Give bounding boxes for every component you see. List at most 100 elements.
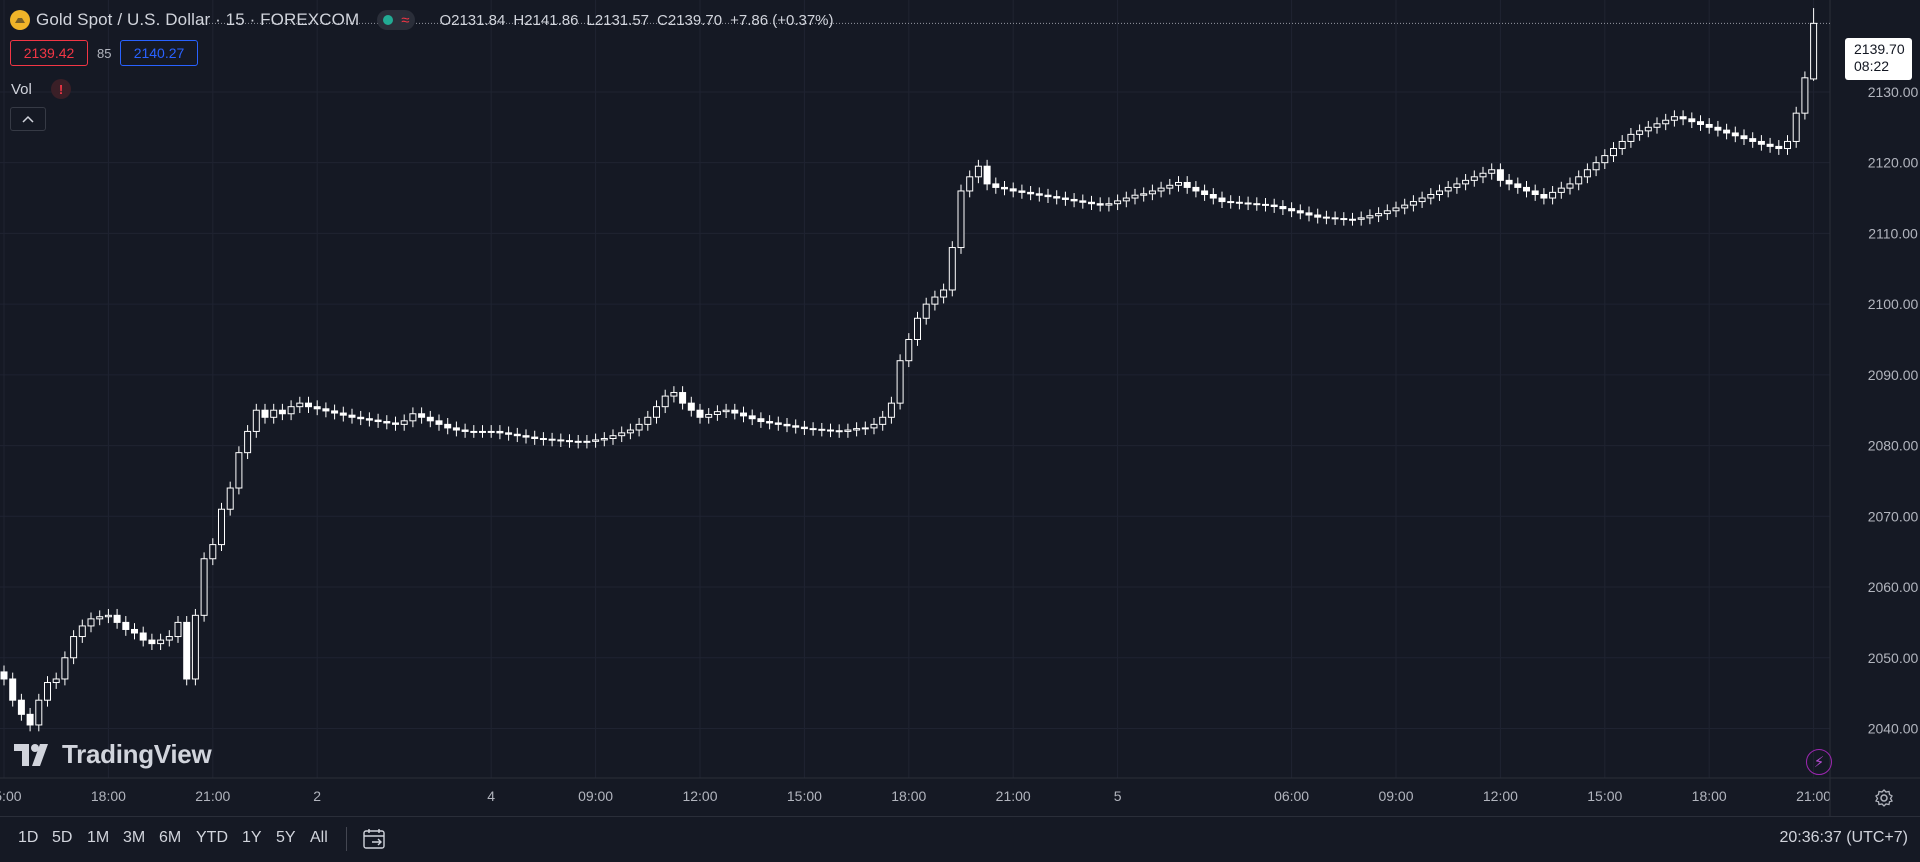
candle-body	[418, 413, 426, 418]
candle-body	[487, 430, 495, 433]
candle-body	[365, 418, 373, 421]
candle-body	[548, 438, 556, 441]
candle-body	[879, 416, 887, 425]
candle-body	[1201, 190, 1209, 196]
candle-body	[922, 303, 930, 319]
range-1d-button[interactable]: 1D	[18, 829, 39, 846]
candle-body	[722, 409, 730, 413]
candle-body	[1427, 194, 1435, 199]
candle-body	[1270, 204, 1278, 208]
x-tick-label: 18:00	[1692, 788, 1727, 804]
candle-body	[1627, 133, 1635, 142]
candle-body	[792, 425, 800, 428]
candle-body	[1766, 143, 1774, 147]
x-tick-label: 18:00	[91, 788, 126, 804]
y-tick-label: 2120.00	[1868, 155, 1919, 171]
candle-body	[1749, 138, 1757, 142]
last-price-value: 2139.70	[1854, 41, 1905, 57]
candle-body	[139, 632, 147, 641]
collapse-legend-button[interactable]	[10, 107, 46, 131]
candle-body	[853, 428, 861, 431]
candle-body	[479, 430, 486, 433]
candle-body	[409, 413, 417, 422]
range-ytd-button[interactable]: YTD	[196, 829, 228, 846]
candle-body	[827, 429, 834, 432]
range-6m-button[interactable]: 6M	[159, 829, 182, 846]
candle-body	[252, 409, 260, 432]
candle-body	[1131, 194, 1139, 199]
candle-body	[1383, 210, 1391, 215]
candle-body	[713, 411, 721, 415]
candle-body	[626, 429, 634, 434]
candle-body	[870, 423, 878, 429]
candle-body	[861, 427, 869, 430]
candle-body	[539, 438, 547, 441]
candle-body	[35, 699, 43, 726]
candle-body	[104, 614, 112, 618]
candle-body	[1192, 186, 1200, 192]
settings-gear-icon[interactable]	[1872, 786, 1896, 810]
candle-body	[26, 713, 34, 726]
candle-body	[1601, 155, 1609, 164]
timezone-clock[interactable]: 20:36:37 (UTC+7)	[1779, 829, 1908, 846]
candle-body	[1792, 112, 1800, 142]
candle-body	[696, 409, 704, 418]
candle-body	[9, 678, 17, 701]
candle-body	[331, 410, 339, 414]
candle-body	[1479, 172, 1487, 178]
candles	[0, 8, 1818, 732]
candle-body	[1549, 191, 1557, 199]
range-all-button[interactable]: All	[310, 829, 328, 846]
candle-body	[1244, 202, 1252, 205]
candle-body	[1653, 123, 1661, 128]
high-label: H	[513, 11, 525, 29]
candle-body	[322, 408, 330, 412]
buy-button[interactable]: 2140.27	[120, 40, 198, 66]
candle-body	[835, 430, 843, 433]
candle-body	[392, 422, 399, 425]
sell-button[interactable]: 2139.42	[10, 40, 88, 66]
candle-body	[1001, 186, 1008, 190]
candle-body	[157, 639, 165, 645]
market-status-pill[interactable]: ≈	[377, 10, 416, 30]
candle-body	[444, 423, 452, 429]
range-5y-button[interactable]: 5Y	[276, 829, 296, 846]
symbol-title[interactable]: Gold Spot / U.S. Dollar · 15 · FOREXCOM	[36, 10, 360, 29]
candle-body	[600, 438, 608, 441]
candle-body	[1757, 140, 1765, 145]
candle-body	[818, 428, 826, 431]
tradingview-watermark[interactable]: TradingView	[14, 739, 212, 770]
low-value: 2131.57	[594, 11, 650, 29]
lightning-icon[interactable]: ⚡	[1806, 749, 1832, 775]
range-1y-button[interactable]: 1Y	[242, 829, 262, 846]
calendar-goto-icon[interactable]	[362, 827, 388, 851]
legend-header: Gold Spot / U.S. Dollar · 15 · FOREXCOM …	[10, 9, 834, 31]
candle-body	[1436, 190, 1443, 196]
range-1m-button[interactable]: 1M	[87, 829, 110, 846]
candle-body	[461, 429, 469, 432]
candle-body	[1314, 214, 1322, 218]
candle-body	[470, 430, 478, 433]
x-tick-label: 06:00	[1274, 788, 1309, 804]
candle-body	[1531, 190, 1539, 196]
candle-body	[618, 432, 626, 437]
candle-body	[244, 430, 252, 454]
candle-body	[774, 422, 782, 425]
candle-body	[1514, 183, 1522, 188]
candle-body	[400, 420, 408, 425]
candle-body	[1810, 22, 1818, 80]
candle-body	[165, 636, 173, 641]
gold-coin-icon[interactable]	[10, 10, 30, 30]
candle-body	[96, 616, 104, 620]
candle-body	[191, 614, 199, 680]
volume-warning-icon[interactable]: !	[51, 79, 71, 99]
candle-body	[809, 428, 817, 431]
range-5d-button[interactable]: 5D	[52, 829, 73, 846]
x-tick-label: 12:00	[1483, 788, 1518, 804]
candle-body	[383, 421, 391, 424]
range-3m-button[interactable]: 3M	[123, 829, 146, 846]
candle-body	[1227, 201, 1235, 204]
x-tick-label: 15:00	[0, 788, 22, 804]
volume-indicator-label[interactable]: Vol	[11, 81, 32, 98]
